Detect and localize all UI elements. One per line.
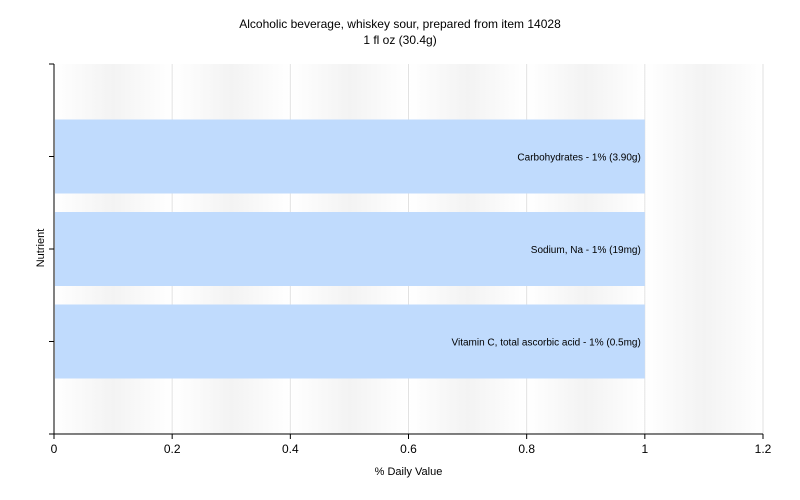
bar: [55, 212, 645, 286]
x-tick-labels: 0 0.2 0.4 0.6 0.8 1 1.2: [51, 442, 772, 456]
x-tick-label: 1: [641, 442, 648, 456]
data-label: Vitamin C, total ascorbic acid - 1% (0.5…: [451, 338, 640, 349]
data-label: Sodium, Na - 1% (19mg): [531, 245, 641, 256]
x-tick-label: 0.2: [164, 442, 181, 456]
data-label: Carbohydrates - 1% (3.90g): [517, 153, 640, 164]
x-tick-label: 0.4: [282, 442, 299, 456]
chart-title: Alcoholic beverage, whiskey sour, prepar…: [239, 17, 561, 31]
bar: [55, 119, 645, 194]
axes: [49, 63, 764, 439]
chart-subtitle: 1 fl oz (30.4g): [363, 33, 437, 47]
data-labels: Carbohydrates - 1% (3.90g) Sodium, Na - 1…: [451, 153, 640, 349]
x-tick-label: 1.2: [755, 442, 772, 456]
chart-title-block: Alcoholic beverage, whiskey sour, prepar…: [0, 16, 800, 48]
bar: [55, 304, 645, 379]
x-tick-label: 0.6: [400, 442, 417, 456]
x-axis-label: % Daily Value: [374, 466, 443, 478]
bars: [55, 119, 645, 379]
x-tick-label: 0.8: [518, 442, 535, 456]
background-band: [644, 64, 763, 434]
x-tick-label: 0: [51, 442, 58, 456]
y-axis-label: Nutrient: [35, 228, 47, 268]
